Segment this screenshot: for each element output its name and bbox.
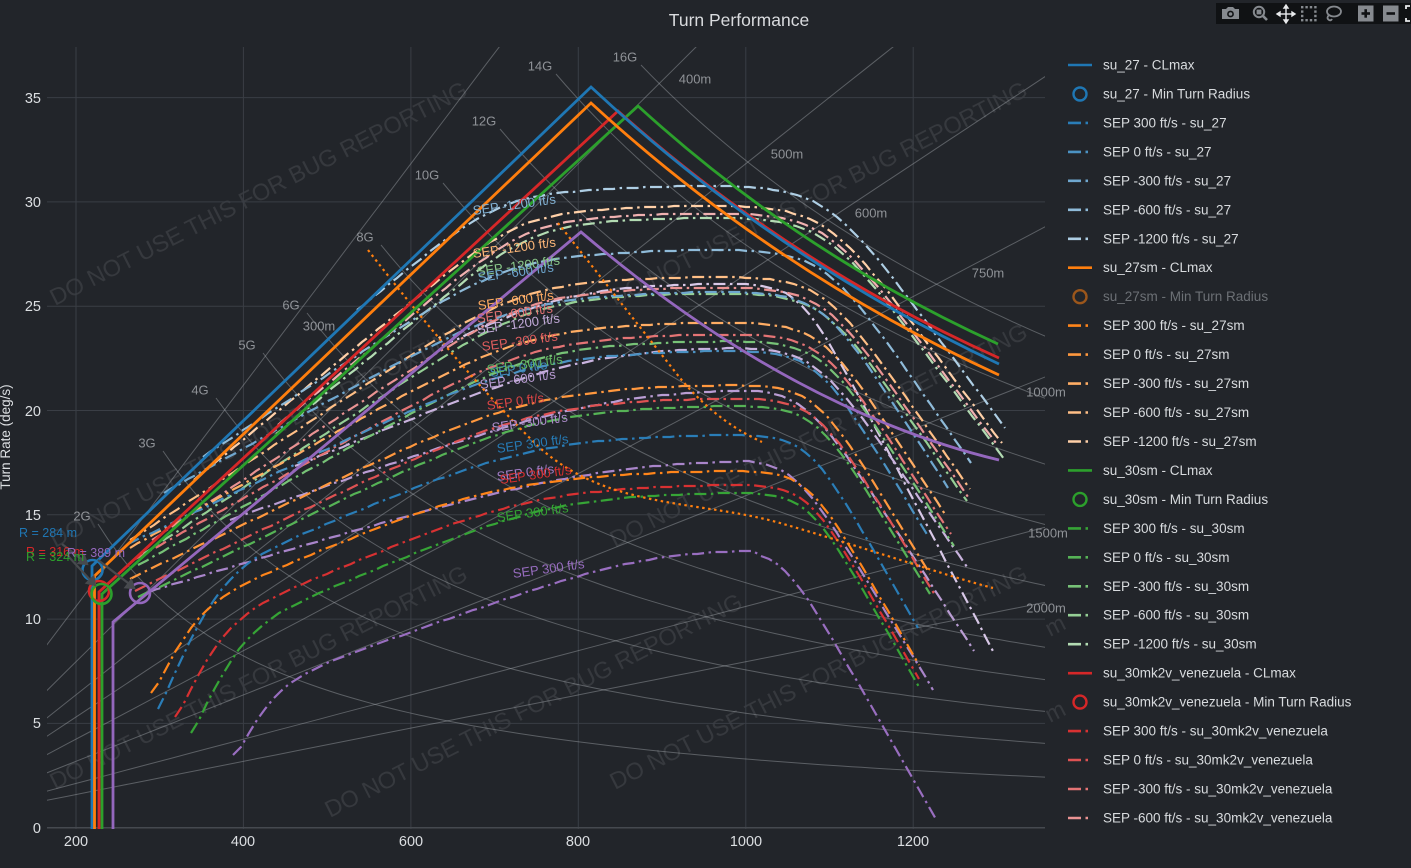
svg-text:16G: 16G: [613, 50, 638, 65]
svg-text:SEP 300 ft/s - su_27: SEP 300 ft/s - su_27: [1103, 115, 1227, 130]
svg-text:750m: 750m: [972, 266, 1005, 281]
svg-text:SEP 0 ft/s - su_27sm: SEP 0 ft/s - su_27sm: [1103, 347, 1230, 362]
svg-text:600m: 600m: [855, 206, 888, 221]
svg-text:2000m: 2000m: [1026, 601, 1066, 616]
svg-text:10: 10: [25, 612, 41, 628]
svg-text:200: 200: [64, 834, 88, 850]
svg-text:SEP 0 ft/s - su_30sm: SEP 0 ft/s - su_30sm: [1103, 550, 1230, 565]
svg-text:SEP -600 ft/s - su_30sm: SEP -600 ft/s - su_30sm: [1103, 608, 1249, 623]
svg-text:Turn Performance: Turn Performance: [669, 10, 809, 30]
svg-text:400m: 400m: [679, 72, 712, 87]
svg-text:500m: 500m: [771, 147, 804, 162]
svg-text:SEP -600 ft/s - su_27sm: SEP -600 ft/s - su_27sm: [1103, 405, 1249, 420]
svg-text:su_30mk2v_venezuela - Min Turn: su_30mk2v_venezuela - Min Turn Radius: [1103, 695, 1352, 710]
svg-text:10G: 10G: [415, 168, 440, 183]
svg-text:1200: 1200: [897, 834, 929, 850]
svg-text:SEP -300 ft/s - su_27sm: SEP -300 ft/s - su_27sm: [1103, 376, 1249, 391]
svg-text:SEP -300 ft/s - su_27: SEP -300 ft/s - su_27: [1103, 173, 1231, 188]
svg-text:5: 5: [33, 716, 41, 732]
svg-text:SEP -300 ft/s - su_30sm: SEP -300 ft/s - su_30sm: [1103, 579, 1249, 594]
svg-text:3G: 3G: [138, 436, 155, 451]
svg-text:SEP 0 ft/s - su_27: SEP 0 ft/s - su_27: [1103, 144, 1212, 159]
svg-text:SEP -1200 ft/s - su_27sm: SEP -1200 ft/s - su_27sm: [1103, 434, 1257, 449]
svg-text:su_27sm - CLmax: su_27sm - CLmax: [1103, 260, 1213, 275]
svg-text:SEP -300 ft/s - su_30mk2v_vene: SEP -300 ft/s - su_30mk2v_venezuela: [1103, 782, 1333, 797]
svg-text:400: 400: [231, 834, 255, 850]
svg-text:Turn Rate (deg/s): Turn Rate (deg/s): [0, 384, 13, 489]
svg-text:su_30sm - Min Turn Radius: su_30sm - Min Turn Radius: [1103, 492, 1268, 507]
svg-text:R = 389 m: R = 389 m: [67, 546, 125, 560]
svg-text:R = 284 m: R = 284 m: [19, 526, 77, 540]
svg-text:SEP -1200 ft/s - su_27: SEP -1200 ft/s - su_27: [1103, 231, 1239, 246]
svg-text:su_27 - CLmax: su_27 - CLmax: [1103, 58, 1195, 73]
svg-text:30: 30: [25, 195, 41, 211]
svg-text:SEP -1200 ft/s - su_30sm: SEP -1200 ft/s - su_30sm: [1103, 637, 1257, 652]
svg-text:SEP 0 ft/s - su_30mk2v_venezue: SEP 0 ft/s - su_30mk2v_venezuela: [1103, 753, 1313, 768]
svg-text:SEP 300 ft/s - su_30sm: SEP 300 ft/s - su_30sm: [1103, 521, 1245, 536]
svg-text:800: 800: [566, 834, 590, 850]
svg-text:600: 600: [399, 834, 423, 850]
svg-text:SEP -600 ft/s - su_27: SEP -600 ft/s - su_27: [1103, 202, 1231, 217]
svg-text:1500m: 1500m: [1028, 526, 1068, 541]
svg-text:35: 35: [25, 91, 41, 107]
svg-text:su_27 - Min Turn Radius: su_27 - Min Turn Radius: [1103, 87, 1250, 102]
svg-text:su_27sm - Min Turn Radius: su_27sm - Min Turn Radius: [1103, 289, 1268, 304]
svg-text:1000: 1000: [730, 834, 762, 850]
svg-text:6G: 6G: [282, 298, 299, 313]
svg-text:0: 0: [33, 821, 41, 837]
svg-text:300m: 300m: [303, 319, 336, 334]
svg-text:8G: 8G: [356, 230, 373, 245]
svg-text:14G: 14G: [528, 59, 553, 74]
svg-text:SEP 300 ft/s - su_30mk2v_venez: SEP 300 ft/s - su_30mk2v_venezuela: [1103, 724, 1328, 739]
svg-text:R = 316 m: R = 316 m: [26, 545, 84, 559]
svg-text:1000m: 1000m: [1026, 385, 1066, 400]
svg-text:4G: 4G: [191, 383, 208, 398]
svg-text:R = 324 m: R = 324 m: [26, 550, 84, 564]
svg-text:su_30mk2v_venezuela - CLmax: su_30mk2v_venezuela - CLmax: [1103, 666, 1296, 681]
svg-text:su_30sm - CLmax: su_30sm - CLmax: [1103, 463, 1213, 478]
svg-text:2G: 2G: [73, 509, 90, 524]
svg-text:5G: 5G: [238, 338, 255, 353]
svg-text:20: 20: [25, 404, 41, 420]
svg-text:SEP 300 ft/s - su_27sm: SEP 300 ft/s - su_27sm: [1103, 318, 1245, 333]
svg-text:15: 15: [25, 508, 41, 524]
svg-text:12G: 12G: [472, 114, 497, 129]
svg-text:25: 25: [25, 299, 41, 315]
svg-text:SEP -600 ft/s - su_30mk2v_vene: SEP -600 ft/s - su_30mk2v_venezuela: [1103, 811, 1333, 826]
